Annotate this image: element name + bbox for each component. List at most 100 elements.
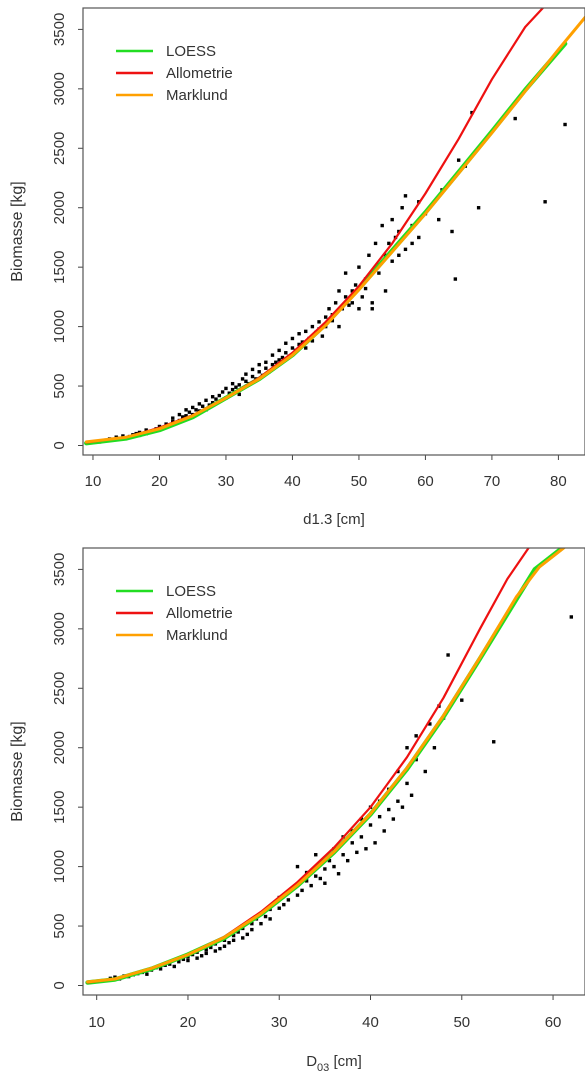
data-point bbox=[336, 872, 341, 876]
data-point bbox=[181, 957, 186, 962]
data-point bbox=[337, 324, 341, 329]
x-tick-label: 50 bbox=[453, 1014, 470, 1031]
data-point bbox=[370, 301, 374, 305]
data-point bbox=[359, 835, 364, 839]
data-point bbox=[320, 334, 325, 338]
data-point bbox=[184, 414, 188, 418]
data-point bbox=[513, 116, 517, 121]
data-point bbox=[345, 858, 350, 863]
data-point bbox=[204, 951, 208, 956]
x-tick-label: 20 bbox=[180, 1014, 197, 1031]
data-point bbox=[241, 936, 245, 940]
data-point bbox=[327, 307, 331, 311]
data-point bbox=[240, 377, 245, 381]
data-point bbox=[323, 881, 327, 885]
data-point bbox=[187, 410, 192, 414]
data-point bbox=[414, 734, 418, 738]
data-point bbox=[295, 893, 300, 897]
data-point bbox=[330, 318, 335, 323]
data-point bbox=[350, 841, 354, 845]
data-point bbox=[286, 898, 291, 902]
data-point bbox=[304, 346, 308, 350]
data-point bbox=[282, 902, 286, 907]
data-point bbox=[290, 336, 295, 341]
series-line-allometrie bbox=[86, 548, 530, 984]
data-point bbox=[177, 412, 182, 417]
data-point bbox=[327, 858, 332, 863]
legend-label: Marklund bbox=[166, 627, 228, 644]
x-tick-label: 70 bbox=[484, 473, 501, 490]
data-point bbox=[257, 362, 261, 367]
data-point bbox=[231, 933, 236, 938]
data-point bbox=[350, 289, 354, 293]
y-tick-label: 3500 bbox=[51, 13, 68, 46]
data-point bbox=[403, 194, 408, 198]
data-point bbox=[309, 883, 313, 888]
data-point bbox=[244, 372, 248, 376]
data-point bbox=[181, 415, 185, 419]
data-point bbox=[144, 428, 148, 432]
data-point bbox=[234, 385, 238, 389]
legend-label: LOESS bbox=[166, 43, 216, 60]
data-point bbox=[191, 405, 195, 410]
series-line-allometrie bbox=[85, 8, 545, 444]
plot-data bbox=[84, 8, 585, 446]
data-point bbox=[237, 392, 241, 397]
data-point bbox=[217, 393, 222, 398]
data-point bbox=[209, 945, 213, 950]
data-point bbox=[177, 960, 181, 964]
series-line-loess bbox=[84, 41, 568, 446]
x-tick-label: 40 bbox=[284, 473, 301, 490]
data-point bbox=[227, 391, 231, 395]
data-point bbox=[297, 342, 301, 347]
data-point bbox=[437, 217, 441, 222]
y-tick-label: 2000 bbox=[51, 731, 68, 764]
data-point bbox=[259, 921, 263, 926]
data-point bbox=[383, 289, 388, 293]
y-tick-label: 0 bbox=[51, 981, 68, 989]
data-point bbox=[390, 259, 394, 263]
data-point bbox=[199, 954, 204, 958]
data-point bbox=[350, 301, 354, 305]
data-point bbox=[446, 653, 450, 657]
data-point bbox=[250, 927, 254, 932]
data-point bbox=[227, 940, 231, 945]
data-point bbox=[210, 395, 215, 399]
data-point bbox=[456, 158, 461, 162]
data-point bbox=[304, 329, 308, 334]
data-point bbox=[357, 307, 361, 311]
data-point bbox=[563, 122, 567, 127]
y-tick-label: 1000 bbox=[51, 310, 68, 343]
data-point bbox=[290, 346, 295, 350]
x-axis-label: d1.3 [cm] bbox=[303, 511, 365, 528]
y-tick-label: 1500 bbox=[51, 250, 68, 283]
data-point bbox=[403, 247, 408, 252]
legend-label: Marklund bbox=[166, 87, 228, 104]
data-point bbox=[359, 817, 364, 821]
data-point bbox=[195, 956, 199, 960]
data-point bbox=[377, 271, 381, 275]
data-point bbox=[237, 383, 241, 387]
data-point bbox=[295, 864, 300, 869]
x-tick-label: 30 bbox=[218, 473, 235, 490]
data-point bbox=[343, 271, 348, 275]
plot-frame bbox=[82, 547, 585, 996]
data-point bbox=[184, 408, 188, 412]
x-tick-label: 60 bbox=[417, 473, 434, 490]
data-point bbox=[257, 370, 261, 374]
y-tick-label: 3000 bbox=[51, 72, 68, 105]
data-point bbox=[250, 367, 255, 372]
data-point bbox=[218, 946, 222, 951]
x-tick-label: 40 bbox=[362, 1014, 379, 1031]
data-point bbox=[277, 348, 281, 353]
data-point bbox=[204, 398, 208, 403]
data-point bbox=[304, 879, 309, 883]
data-point bbox=[264, 366, 268, 370]
data-point bbox=[492, 740, 496, 744]
data-point bbox=[323, 315, 328, 319]
data-point bbox=[231, 938, 236, 943]
data-point bbox=[453, 277, 458, 281]
data-point bbox=[396, 799, 400, 803]
data-point bbox=[121, 434, 125, 438]
